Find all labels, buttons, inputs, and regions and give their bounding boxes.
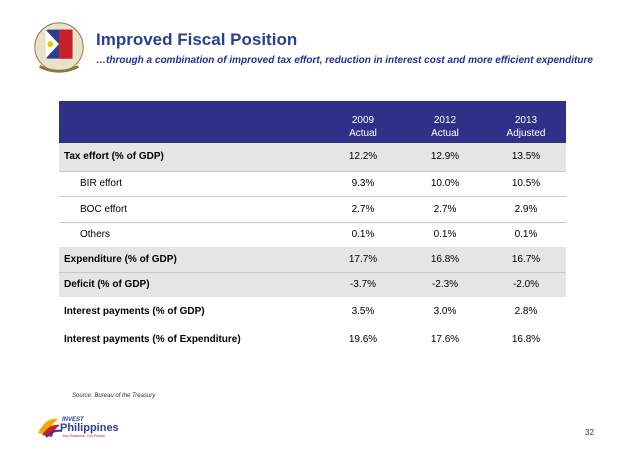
table-row: BIR effort 9.3% 10.0% 10.5% xyxy=(59,171,566,197)
column-kind: Adjusted xyxy=(506,128,546,139)
cell-value: -3.7% xyxy=(349,279,377,291)
table-row: Expenditure (% of GDP) 17.7% 16.8% 16.7% xyxy=(59,247,566,273)
table-row: Tax effort (% of GDP) 12.2% 12.9% 13.5% xyxy=(59,143,566,172)
row-label: Interest payments (% of GDP) xyxy=(64,305,205,317)
cell-value: 0.1% xyxy=(514,229,538,241)
cell-value: 16.8% xyxy=(511,333,541,345)
svg-text:INVEST: INVEST xyxy=(62,417,85,423)
slide-title: Improved Fiscal Position xyxy=(96,30,298,49)
table-row: BOC effort 2.7% 2.7% 2.9% xyxy=(59,196,566,223)
page-number: 32 xyxy=(585,428,594,437)
cell-value: 16.8% xyxy=(404,247,486,273)
row-label: Expenditure (% of GDP) xyxy=(59,247,322,273)
cell-value: 2.9% xyxy=(486,196,566,223)
cell-value: 12.2% xyxy=(322,143,404,172)
cell-value: 3.0% xyxy=(433,305,457,317)
cell-value: 12.9% xyxy=(404,143,486,172)
cell-value: 10.5% xyxy=(486,171,566,197)
cell-value: 17.7% xyxy=(322,247,404,273)
cell-value: -2.0% xyxy=(512,279,540,291)
column-year: 2009 xyxy=(351,115,375,126)
cell-value: 17.6% xyxy=(430,333,460,345)
cell-value: 9.3% xyxy=(322,171,404,197)
fiscal-table: 2009 Actual 2012 Actual 2013 Adjusted Ta… xyxy=(59,101,566,353)
row-label: Deficit (% of GDP) xyxy=(64,279,150,291)
svg-text:Your Business. Our People.: Your Business. Our People. xyxy=(62,434,106,438)
row-label: Tax effort (% of GDP) xyxy=(59,143,322,172)
header-label-cell xyxy=(59,101,322,143)
cell-value: 2.7% xyxy=(322,196,404,223)
column-kind: Actual xyxy=(349,128,377,139)
table-row: Interest payments (% of Expenditure) 19.… xyxy=(59,325,566,353)
column-kind: Actual xyxy=(431,128,459,139)
cell-value: 13.5% xyxy=(486,143,566,172)
column-year: 2013 xyxy=(514,115,538,126)
table-header-row: 2009 Actual 2012 Actual 2013 Adjusted xyxy=(59,101,566,143)
row-label: BIR effort xyxy=(59,171,322,197)
row-label: Interest payments (% of Expenditure) xyxy=(64,333,241,345)
invest-philippines-logo: INVEST Philippines Your Business. Our Pe… xyxy=(38,417,119,438)
cell-value: 10.0% xyxy=(404,171,486,197)
cell-value: 0.1% xyxy=(351,229,375,241)
column-header: 2009 Actual xyxy=(322,101,404,143)
table-row: Deficit (% of GDP) -3.7% -2.3% -2.0% xyxy=(59,272,566,297)
row-label: BOC effort xyxy=(59,196,322,223)
source-note: Source: Bureau of the Treasury xyxy=(72,393,156,399)
column-year: 2012 xyxy=(433,115,457,126)
table-row: Interest payments (% of GDP) 3.5% 3.0% 2… xyxy=(59,297,566,325)
cell-value: 3.5% xyxy=(351,305,375,317)
table-row: Others 0.1% 0.1% 0.1% xyxy=(59,222,566,247)
republic-seal-icon xyxy=(34,22,84,73)
cell-value: 19.6% xyxy=(348,333,378,345)
slide-subtitle: …through a combination of improved tax e… xyxy=(96,55,593,66)
svg-text:Philippines: Philippines xyxy=(60,422,119,434)
column-header: 2013 Adjusted xyxy=(486,101,566,143)
cell-value: 2.7% xyxy=(404,196,486,223)
cell-value: -2.3% xyxy=(431,279,459,291)
column-header: 2012 Actual xyxy=(404,101,486,143)
cell-value: 0.1% xyxy=(433,229,457,241)
row-label: Others xyxy=(80,229,111,241)
cell-value: 16.7% xyxy=(486,247,566,273)
cell-value: 2.8% xyxy=(514,305,538,317)
